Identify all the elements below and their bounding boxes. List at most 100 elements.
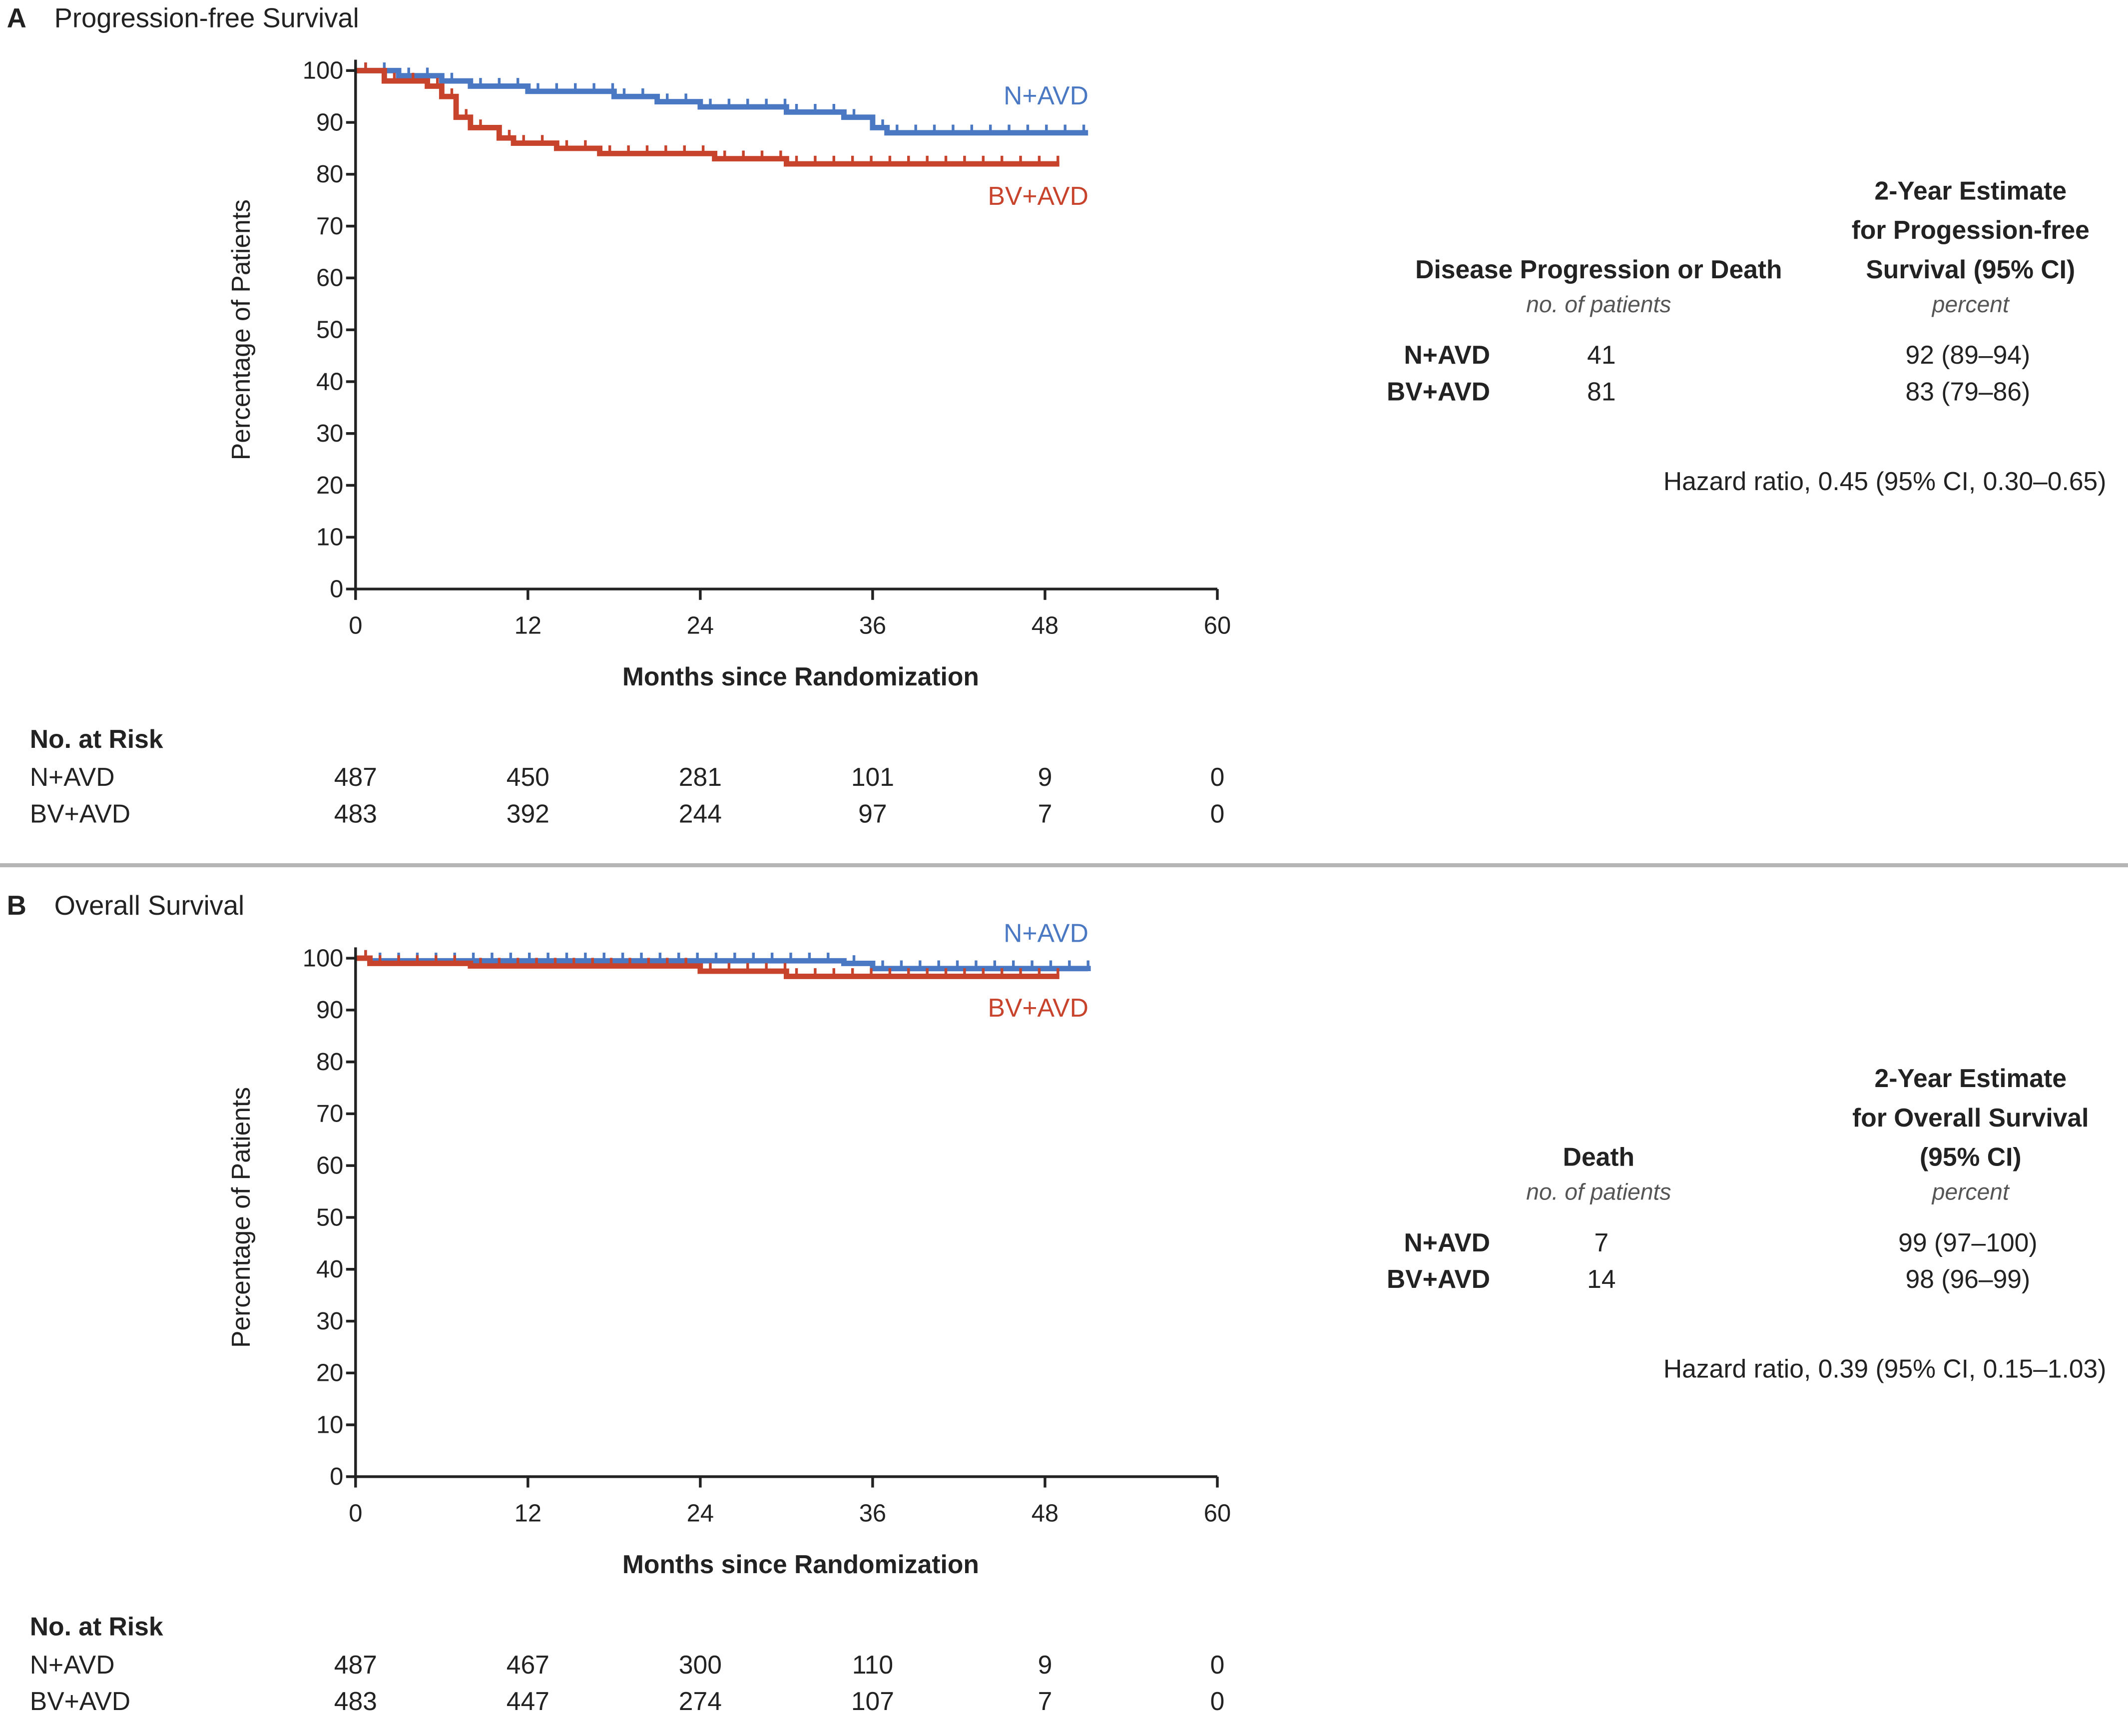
x-tick-label: 36 (859, 612, 886, 639)
at-risk-heading: No. at Risk (29, 726, 163, 755)
panel-title: Overall Survival (54, 891, 245, 922)
table-row-label: N+AVD (1404, 1229, 1491, 1258)
at-risk-value: 97 (858, 800, 887, 829)
y-tick-label: 100 (303, 945, 344, 972)
at-risk-heading: No. at Risk (29, 1614, 163, 1643)
panel-title: Progression-free Survival (54, 4, 359, 34)
at-risk-value: 392 (506, 800, 549, 829)
at-risk-row-label: N+AVD (29, 764, 115, 793)
events-unit: no. of patients (1526, 1179, 1671, 1205)
y-tick-label: 100 (303, 57, 344, 84)
at-risk-value: 101 (851, 764, 894, 793)
at-risk-value: 281 (678, 764, 722, 793)
hazard-ratio: Hazard ratio, 0.45 (95% CI, 0.30–0.65) (1663, 468, 2107, 497)
censor-marks (364, 62, 1060, 164)
at-risk-row-label: N+AVD (29, 1652, 115, 1681)
censor-marks (364, 62, 1085, 133)
estimate-header: (95% CI) (1919, 1144, 2022, 1173)
y-tick-label: 30 (316, 1308, 343, 1335)
table-events: 41 (1587, 342, 1616, 371)
table-row-label: BV+AVD (1387, 1266, 1491, 1295)
x-axis-label: Months since Randomization (622, 1551, 979, 1580)
y-tick-label: 90 (316, 109, 343, 136)
at-risk-value: 9 (1038, 764, 1053, 793)
at-risk-value: 447 (506, 1688, 549, 1717)
series-line-bv-avd (355, 67, 1060, 167)
x-axis-label: Months since Randomization (622, 663, 979, 692)
series-line-bv-avd (355, 955, 1060, 979)
at-risk-row-label: BV+AVD (29, 1688, 131, 1717)
table-row-label: BV+AVD (1387, 378, 1491, 408)
at-risk-value: 487 (334, 1652, 377, 1681)
estimate-header: Survival (95% CI) (1866, 256, 2076, 285)
at-risk-value: 487 (334, 764, 377, 793)
y-tick-label: 80 (316, 1049, 343, 1076)
y-tick-label: 90 (316, 997, 343, 1024)
table-estimate: 92 (89–94) (1905, 342, 2031, 371)
at-risk-value: 483 (334, 1688, 377, 1717)
series-label-n-avd: N+AVD (1004, 82, 1088, 111)
table-estimate: 99 (97–100) (1898, 1229, 2038, 1258)
at-risk-value: 274 (678, 1688, 722, 1717)
table-events: 7 (1594, 1229, 1609, 1258)
x-tick-label: 36 (859, 1500, 886, 1527)
y-tick-label: 10 (316, 524, 343, 551)
x-tick-label: 48 (1032, 612, 1059, 639)
events-header: Disease Progression or Death (1415, 256, 1782, 285)
at-risk-value: 0 (1210, 1652, 1225, 1681)
at-risk-value: 244 (678, 800, 722, 829)
y-tick-label: 10 (316, 1411, 343, 1438)
at-risk-value: 0 (1210, 800, 1225, 829)
panel-letter: B (6, 891, 26, 922)
table-estimate: 83 (79–86) (1905, 378, 2031, 408)
x-tick-label: 48 (1032, 1500, 1059, 1527)
y-tick-label: 50 (316, 1204, 343, 1231)
at-risk-value: 7 (1038, 800, 1053, 829)
estimate-header: 2-Year Estimate (1874, 177, 2067, 206)
x-tick-label: 60 (1204, 1500, 1231, 1527)
x-tick-label: 24 (687, 612, 714, 639)
table-row-label: N+AVD (1404, 342, 1491, 371)
at-risk-value: 110 (852, 1652, 894, 1681)
estimate-unit: percent (1932, 292, 2009, 318)
y-axis-label: Percentage of Patients (226, 1087, 255, 1348)
y-tick-label: 50 (316, 316, 343, 343)
at-risk-value: 300 (678, 1652, 722, 1681)
at-risk-value: 467 (506, 1652, 549, 1681)
table-events: 14 (1587, 1266, 1616, 1295)
y-tick-label: 0 (330, 1463, 343, 1490)
table-events: 81 (1587, 378, 1616, 408)
y-tick-label: 70 (316, 1101, 343, 1128)
at-risk-value: 0 (1210, 1688, 1225, 1717)
estimate-header: 2-Year Estimate (1874, 1065, 2067, 1094)
y-axis-label: Percentage of Patients (226, 199, 255, 460)
table-estimate: 98 (96–99) (1905, 1266, 2031, 1295)
x-tick-label: 12 (515, 1500, 541, 1527)
y-tick-label: 20 (316, 1360, 343, 1387)
events-unit: no. of patients (1526, 292, 1671, 318)
at-risk-row-label: BV+AVD (29, 800, 131, 829)
y-tick-label: 70 (316, 213, 343, 240)
estimate-header: for Progession-free (1851, 217, 2090, 246)
series-label-n-avd: N+AVD (1004, 920, 1088, 949)
estimate-unit: percent (1932, 1179, 2009, 1205)
x-tick-label: 24 (687, 1500, 714, 1527)
series-label-bv-avd: BV+AVD (988, 995, 1088, 1024)
at-risk-value: 0 (1210, 764, 1225, 793)
at-risk-value: 483 (334, 800, 377, 829)
x-tick-label: 60 (1204, 612, 1231, 639)
estimate-header: for Overall Survival (1852, 1105, 2089, 1134)
x-tick-label: 12 (515, 612, 541, 639)
y-tick-label: 60 (316, 1152, 343, 1179)
series-line-n-avd (355, 67, 1088, 136)
y-tick-label: 40 (316, 368, 343, 395)
series-label-bv-avd: BV+AVD (988, 183, 1088, 212)
x-tick-label: 0 (349, 612, 362, 639)
events-header: Death (1563, 1144, 1635, 1173)
at-risk-value: 7 (1038, 1688, 1053, 1717)
y-tick-label: 0 (330, 576, 343, 602)
censor-marks (364, 950, 1060, 977)
